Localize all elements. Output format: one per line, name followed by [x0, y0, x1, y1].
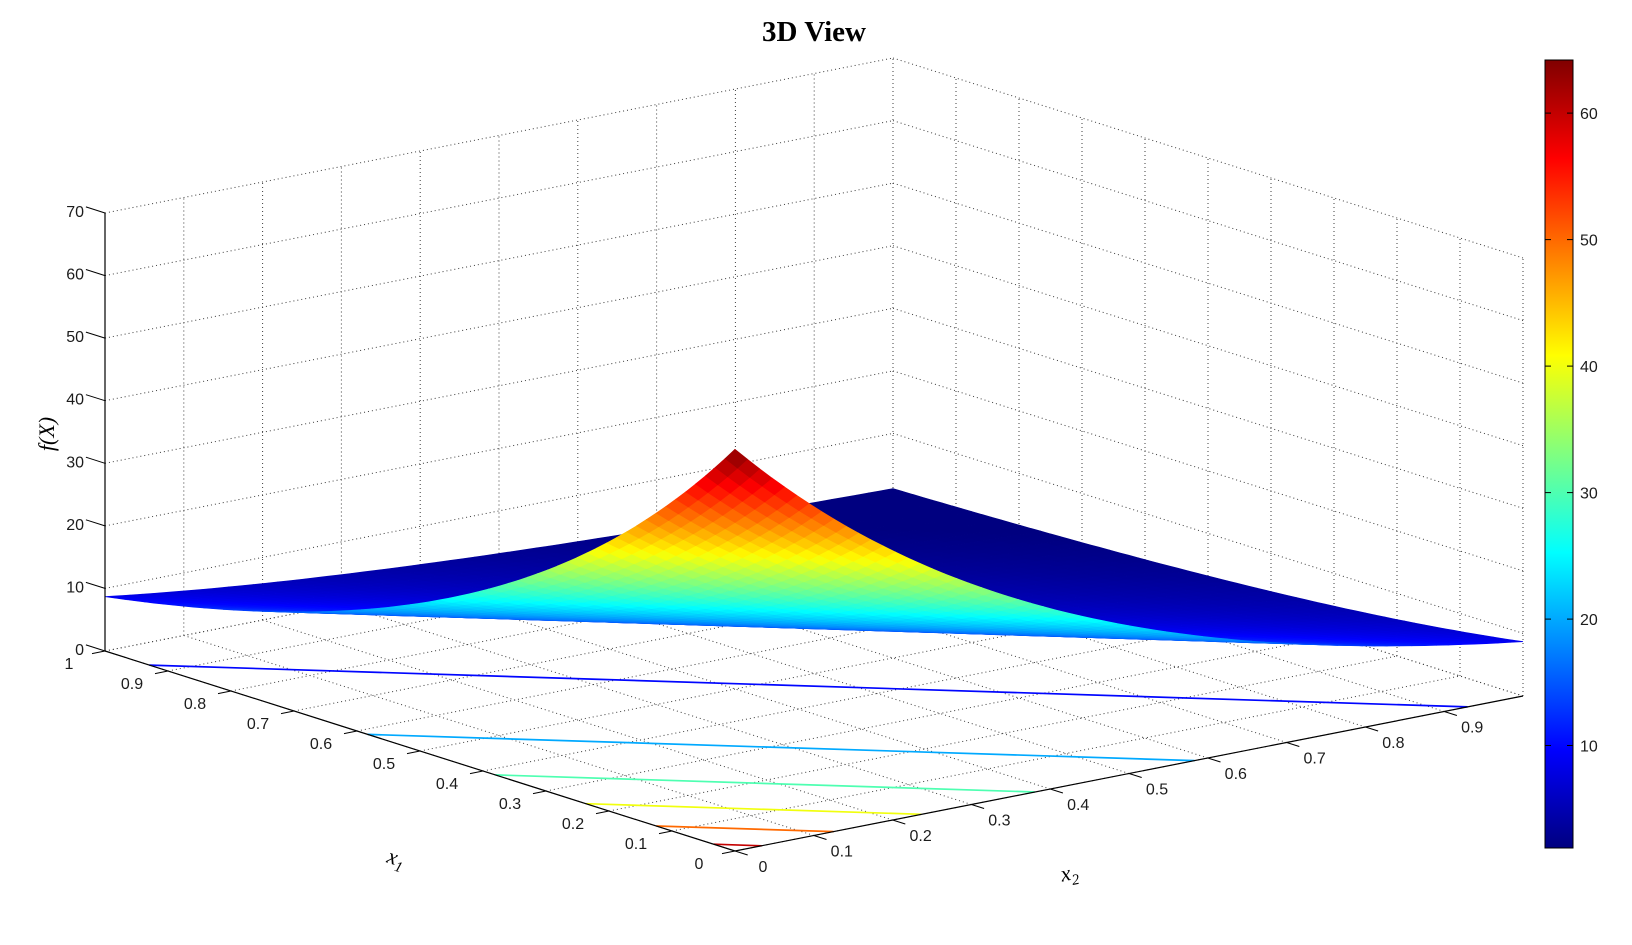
z-tick: [85, 331, 106, 339]
z-tick-label: 70: [66, 204, 84, 221]
x2-tick-label: 0.1: [831, 844, 853, 861]
x2-tick-label: 0.2: [909, 828, 931, 845]
x1-tick-label: 0.7: [247, 716, 269, 733]
contour-line: [656, 825, 834, 833]
x2-tick-label: 0.9: [1461, 720, 1483, 737]
grid-line: [104, 307, 894, 464]
wall-grid: [104, 57, 1524, 697]
x1-tick: [532, 790, 547, 795]
colorbar-tick-label: 60: [1580, 106, 1598, 123]
z-tick-label: 40: [66, 392, 84, 409]
x2-tick: [734, 850, 748, 856]
z-tick-label: 20: [66, 517, 84, 534]
x2-tick: [1444, 711, 1458, 716]
grid-line: [545, 635, 1335, 792]
colorbar-tick-label: 20: [1580, 612, 1598, 629]
x2-tick-label: 0: [759, 859, 768, 876]
x2-tick: [1128, 773, 1142, 778]
grid-line: [104, 120, 894, 277]
x1-tick-label: 0.6: [310, 736, 332, 753]
z-axis-label: f(X): [34, 399, 62, 469]
z-tick: [85, 581, 106, 589]
x1-tick-label: 0.8: [184, 696, 206, 713]
x1-tick-label: 0: [695, 856, 704, 873]
colorbar-gradient: [1544, 59, 1574, 849]
x2-tick-label: 0.6: [1225, 766, 1247, 783]
z-tick-label: 60: [66, 267, 84, 284]
z-tick: [85, 644, 106, 652]
axes: 00.10.20.30.40.50.60.70.80.9100.10.20.30…: [65, 204, 1524, 876]
z-tick-label: 10: [66, 579, 84, 596]
x2-tick-label: 0.7: [1303, 751, 1325, 768]
x2-tick: [1050, 788, 1064, 794]
x2-tick: [1286, 742, 1300, 747]
contour-line: [495, 774, 1035, 793]
x1-tick-label: 0.3: [499, 796, 521, 813]
grid-line: [892, 307, 1524, 509]
x2-tick-label: 0.3: [988, 813, 1010, 830]
colorbar-tick-label: 10: [1580, 739, 1598, 756]
chart-title: 3D View: [762, 16, 866, 48]
x2-tick: [813, 835, 827, 840]
grid-line: [671, 675, 1461, 832]
x2-tick: [971, 804, 985, 809]
floor-contours: [149, 664, 1468, 847]
colorbar: 10 20 30 40 50 60: [1544, 59, 1598, 849]
contour-line: [149, 664, 1468, 708]
x1-tick: [217, 690, 232, 695]
z-tick-label: 30: [66, 454, 84, 471]
x1-tick: [343, 730, 358, 735]
x1-tick: [469, 770, 484, 775]
x1-tick: [280, 710, 295, 715]
colorbar-tick-label: 40: [1580, 359, 1598, 376]
surface-mesh: [104, 448, 1524, 647]
x2-tick-label: 0.4: [1067, 797, 1089, 814]
z-tick: [85, 394, 106, 402]
x1-tick: [595, 810, 610, 815]
x1-tick: [721, 850, 736, 855]
x2-tick: [1365, 726, 1379, 732]
x2-tick: [892, 819, 906, 825]
x2-tick-label: 0.8: [1382, 735, 1404, 752]
z-tick: [85, 519, 106, 527]
contour-line: [713, 843, 762, 847]
z-tick: [85, 456, 106, 464]
x2-tick: [1207, 757, 1221, 763]
grid-line: [892, 120, 1524, 322]
z-tick-label: 50: [66, 329, 84, 346]
x1-tick-label: 0.2: [562, 816, 584, 833]
x2-tick-label: 0.5: [1146, 782, 1168, 799]
x1-tick: [658, 830, 673, 835]
x1-tick-label: 0.1: [625, 836, 647, 853]
grid-line: [262, 619, 893, 821]
colorbar-tick-label: 50: [1580, 233, 1598, 250]
z-tick-label: 0: [75, 642, 84, 659]
z-axis-label-text: f(X): [34, 416, 59, 452]
x2-axis-label-sub: 2: [1070, 871, 1081, 889]
contour-line: [367, 733, 1195, 762]
z-tick: [85, 269, 106, 277]
colorbar-tick-label: 30: [1580, 486, 1598, 503]
x1-tick: [406, 750, 421, 755]
x1-tick-label: 0.4: [436, 776, 458, 793]
x1-tick-label: 1: [65, 656, 74, 673]
grid-line: [341, 604, 972, 805]
x1-tick: [154, 670, 169, 675]
x1-tick: [91, 650, 106, 655]
z-tick: [85, 206, 106, 214]
x1-tick-label: 0.5: [373, 756, 395, 773]
contour-line: [585, 802, 922, 816]
x1-tick-label: 0.9: [121, 676, 143, 693]
